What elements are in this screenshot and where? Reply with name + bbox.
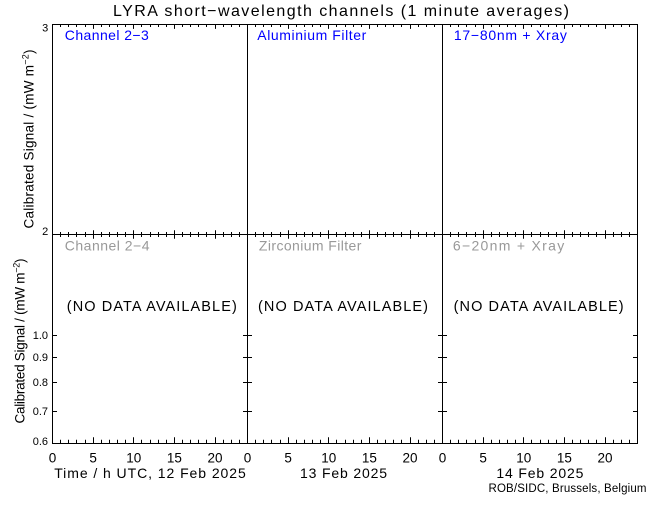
svg-text:15: 15 xyxy=(362,451,377,466)
svg-text:2: 2 xyxy=(42,226,48,238)
svg-text:13 Feb 2025: 13 Feb 2025 xyxy=(300,465,387,481)
svg-text:10: 10 xyxy=(516,451,531,466)
svg-text:(NO DATA AVAILABLE): (NO DATA AVAILABLE) xyxy=(454,299,624,315)
svg-text:0.8: 0.8 xyxy=(33,377,48,389)
svg-text:5: 5 xyxy=(479,451,487,466)
svg-text:(NO DATA AVAILABLE): (NO DATA AVAILABLE) xyxy=(67,299,237,315)
svg-text:Channel 2−3: Channel 2−3 xyxy=(65,27,149,43)
svg-text:0: 0 xyxy=(439,451,447,466)
svg-text:20: 20 xyxy=(402,451,417,466)
svg-text:10: 10 xyxy=(321,451,336,466)
svg-text:15: 15 xyxy=(557,451,572,466)
svg-text:0.9: 0.9 xyxy=(33,352,48,364)
svg-text:5: 5 xyxy=(284,451,292,466)
svg-text:3: 3 xyxy=(42,23,48,35)
svg-text:ROB/SIDC, Brussels, Belgium: ROB/SIDC, Brussels, Belgium xyxy=(489,483,647,495)
svg-text:Calibrated Signal / (mW m−2): Calibrated Signal / (mW m−2) xyxy=(12,259,28,424)
svg-text:(NO DATA AVAILABLE): (NO DATA AVAILABLE) xyxy=(258,299,428,315)
svg-text:20: 20 xyxy=(597,451,612,466)
svg-text:Channel 2−4: Channel 2−4 xyxy=(65,238,150,254)
svg-text:15: 15 xyxy=(167,451,182,466)
svg-text:1.0: 1.0 xyxy=(33,330,48,342)
svg-text:14 Feb 2025: 14 Feb 2025 xyxy=(496,465,583,481)
svg-text:LYRA short−wavelength channels: LYRA short−wavelength channels (1 minute… xyxy=(113,3,569,20)
svg-text:5: 5 xyxy=(89,451,97,466)
svg-text:6−20nm + Xray: 6−20nm + Xray xyxy=(453,238,564,254)
svg-text:0.7: 0.7 xyxy=(33,406,48,418)
svg-text:Time / h UTC, 12 Feb 2025: Time / h UTC, 12 Feb 2025 xyxy=(54,465,246,481)
svg-text:20: 20 xyxy=(207,451,222,466)
svg-text:Zirconium Filter: Zirconium Filter xyxy=(259,238,362,254)
svg-text:10: 10 xyxy=(126,451,141,466)
svg-text:0.6: 0.6 xyxy=(33,436,48,448)
svg-text:Aluminium Filter: Aluminium Filter xyxy=(257,27,366,43)
svg-text:0: 0 xyxy=(244,451,252,466)
svg-text:17−80nm + Xray: 17−80nm + Xray xyxy=(454,27,567,43)
svg-text:Calibrated Signal / (mW m−2): Calibrated Signal / (mW m−2) xyxy=(21,50,37,229)
svg-text:0: 0 xyxy=(49,451,57,466)
